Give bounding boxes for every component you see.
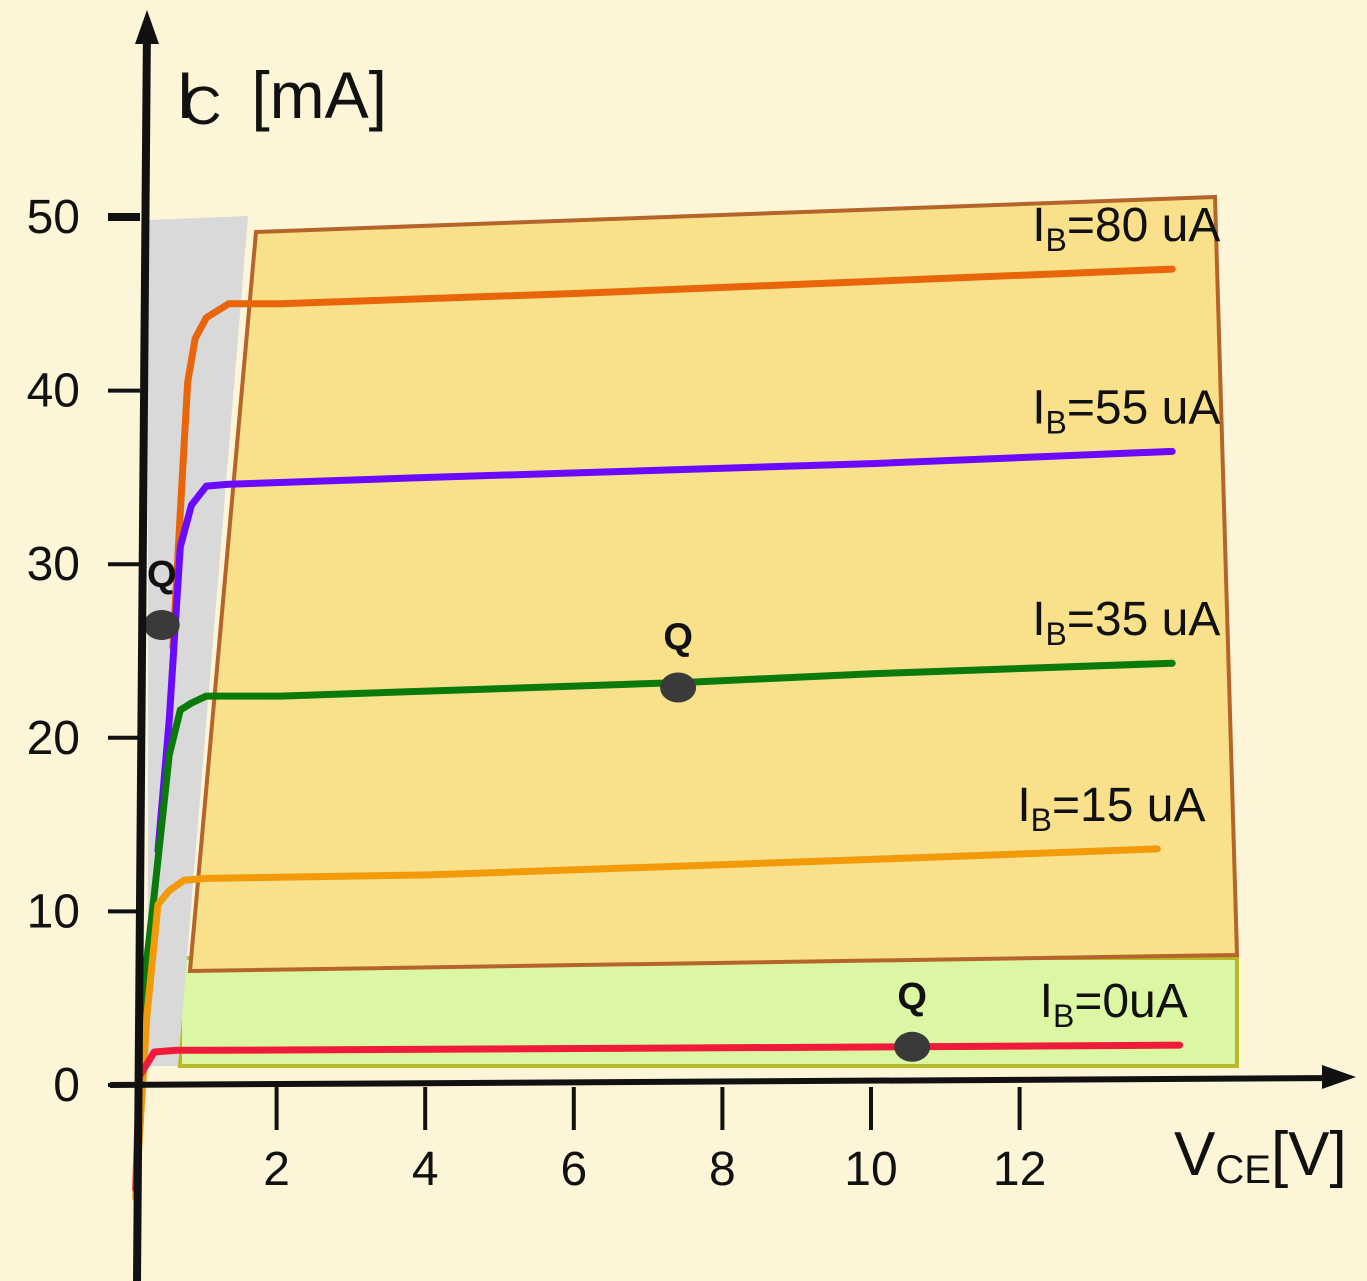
series-label: IB=80 uA: [1032, 199, 1220, 258]
x-axis-title-sub: CE: [1215, 1148, 1271, 1192]
tick-layer: 0 10 20 30 40 50 2 4 6 8 10 12: [27, 191, 1047, 1196]
x-tick-label: 8: [709, 1143, 736, 1196]
x-tick-label: 2: [263, 1143, 290, 1196]
y-tick-label: 50: [27, 191, 80, 244]
y-axis-title: IC [mA]: [176, 58, 387, 136]
y-axis-arrow: [135, 10, 159, 44]
series-label: IB=0uA: [1040, 975, 1188, 1034]
x-axis-arrow: [1322, 1065, 1356, 1089]
region-layer: [148, 194, 1240, 1068]
x-tick-label: 10: [844, 1143, 897, 1196]
x-axis-line: [109, 1075, 1341, 1088]
q-label: Q: [897, 976, 927, 1018]
series-label: IB=15 uA: [1017, 779, 1205, 838]
series-line: [132, 845, 1161, 1202]
x-tick-label: 6: [560, 1143, 587, 1196]
q-label: Q: [147, 554, 177, 596]
series-line: [154, 447, 1176, 855]
y-axis-title-unit: [mA]: [251, 58, 387, 132]
series-line: [135, 659, 1176, 1028]
y-tick-label: 0: [53, 1059, 80, 1112]
series-label: IB=55 uA: [1032, 381, 1220, 440]
y-tick-label: 40: [27, 365, 80, 418]
x-tick-label: 12: [993, 1143, 1046, 1196]
axes: [109, 10, 1356, 1281]
q-point: [894, 1031, 931, 1062]
y-axis-title-sub: C: [182, 76, 221, 136]
series-line: [169, 265, 1176, 651]
x-tick-label: 4: [412, 1143, 439, 1196]
active-region: [187, 194, 1240, 974]
x-axis-title: VCE[V]: [1174, 1120, 1347, 1192]
label-layer: IC [mA] VCE[V]: [176, 58, 1347, 1192]
q-point: [143, 609, 180, 640]
y-axis-title-main: I: [176, 58, 194, 132]
series-layer: IB=80 uA IB=55 uA IB=35 uA IB=15 uA IB=0uA Q Q…: [132, 199, 1220, 1202]
q-point: [660, 672, 697, 703]
x-axis-title-unit: [V]: [1271, 1120, 1347, 1189]
y-tick-label: 10: [27, 885, 80, 938]
series-label: IB=35 uA: [1032, 593, 1220, 652]
y-tick-label: 20: [27, 712, 80, 765]
y-axis-line: [133, 23, 151, 1281]
q-label: Q: [663, 616, 693, 658]
saturation-region: [148, 216, 248, 1066]
x-axis-title-main: V: [1174, 1120, 1216, 1189]
y-tick-label: 30: [27, 538, 80, 591]
